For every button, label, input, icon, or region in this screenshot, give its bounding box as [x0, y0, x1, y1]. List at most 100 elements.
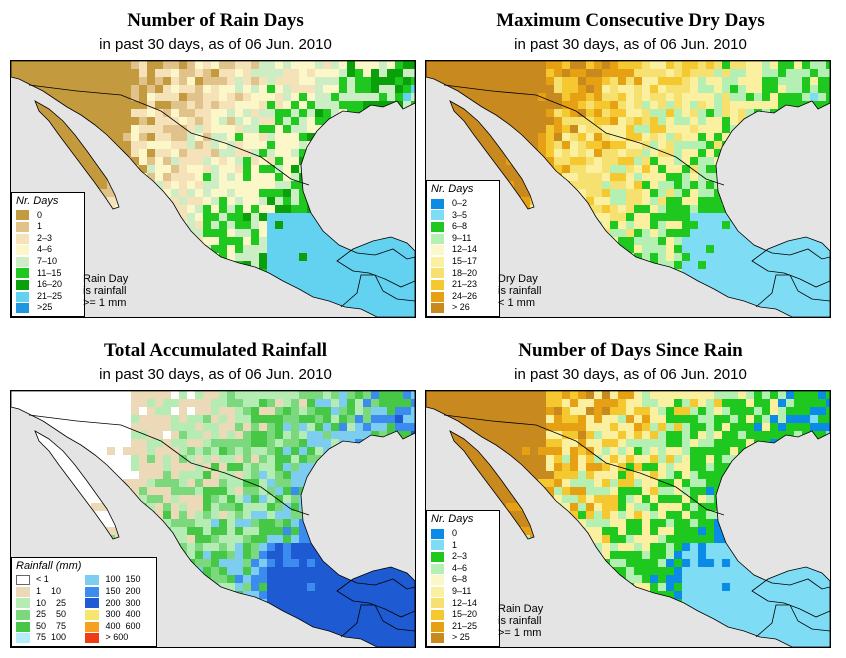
raster-cell	[163, 447, 171, 455]
raster-cell	[403, 503, 411, 511]
raster-cell	[219, 101, 227, 109]
raster-cell	[690, 101, 698, 109]
raster-cell	[27, 157, 35, 165]
raster-cell	[27, 463, 35, 471]
raster-cell	[19, 519, 27, 527]
raster-cell	[331, 431, 339, 439]
raster-cell	[315, 133, 323, 141]
raster-cell	[243, 455, 251, 463]
raster-cell	[618, 165, 626, 173]
raster-cell	[770, 261, 778, 269]
raster-cell	[195, 221, 203, 229]
raster-cell	[139, 141, 147, 149]
raster-cell	[259, 503, 267, 511]
raster-cell	[403, 69, 411, 77]
raster-cell	[355, 591, 363, 599]
raster-cell	[538, 69, 546, 77]
raster-cell	[387, 93, 395, 101]
raster-cell	[786, 237, 794, 245]
raster-cell	[395, 511, 403, 519]
raster-cell	[395, 109, 403, 117]
raster-cell	[251, 479, 259, 487]
raster-cell	[371, 293, 379, 301]
raster-cell	[706, 245, 714, 253]
raster-cell	[155, 149, 163, 157]
raster-cell	[67, 543, 75, 551]
raster-cell	[610, 117, 618, 125]
raster-cell	[243, 575, 251, 583]
raster-cell	[331, 133, 339, 141]
raster-cell	[91, 125, 99, 133]
raster-cell	[714, 261, 722, 269]
legend-swatch	[431, 245, 444, 256]
raster-cell	[107, 229, 115, 237]
raster-cell	[426, 101, 434, 109]
raster-cell	[746, 85, 754, 93]
raster-cell	[291, 181, 299, 189]
raster-cell	[395, 149, 403, 157]
raster-cell	[458, 141, 466, 149]
raster-cell	[522, 237, 530, 245]
raster-cell	[395, 591, 403, 599]
raster-cell	[706, 149, 714, 157]
raster-cell	[570, 101, 578, 109]
raster-cell	[115, 133, 123, 141]
raster-cell	[490, 157, 498, 165]
raster-cell	[307, 301, 315, 309]
raster-cell	[578, 253, 586, 261]
raster-cell	[155, 173, 163, 181]
raster-cell	[219, 269, 227, 277]
raster-cell	[371, 503, 379, 511]
raster-cell	[634, 269, 642, 277]
raster-cell	[514, 221, 522, 229]
raster-cell	[203, 213, 211, 221]
raster-cell	[27, 439, 35, 447]
raster-cell	[211, 173, 219, 181]
raster-cell	[770, 205, 778, 213]
raster-cell	[67, 133, 75, 141]
legend-label: 4–6	[37, 244, 53, 255]
legend-label: 18–20	[452, 267, 478, 278]
raster-cell	[642, 133, 650, 141]
raster-cell	[195, 245, 203, 253]
raster-cell	[411, 519, 415, 527]
legend: Nr. Days 0 1 2–3 4–6 7–10 11–15 16–20 21–25 >25	[11, 192, 85, 317]
raster-cell	[411, 141, 415, 149]
us-mexico-border	[28, 414, 310, 516]
raster-cell	[682, 221, 690, 229]
raster-cell	[594, 237, 602, 245]
raster-cell	[11, 141, 19, 149]
raster-cell	[674, 221, 682, 229]
raster-cell	[115, 415, 123, 423]
raster-cell	[395, 245, 403, 253]
raster-cell	[363, 301, 371, 309]
raster-cell	[315, 197, 323, 205]
raster-cell	[602, 197, 610, 205]
raster-cell	[323, 285, 331, 293]
raster-cell	[754, 229, 762, 237]
raster-cell	[818, 205, 826, 213]
raster-cell	[227, 391, 235, 399]
raster-cell	[778, 221, 786, 229]
raster-cell	[203, 141, 211, 149]
raster-cell	[291, 149, 299, 157]
raster-cell	[690, 269, 698, 277]
raster-cell	[802, 69, 810, 77]
raster-cell	[75, 101, 83, 109]
raster-cell	[91, 117, 99, 125]
raster-cell	[450, 133, 458, 141]
raster-cell	[155, 261, 163, 269]
raster-cell	[642, 261, 650, 269]
raster-cell	[195, 423, 203, 431]
raster-cell	[243, 639, 251, 647]
raster-cell	[235, 399, 243, 407]
panel-total-rainfall: Total Accumulated Rainfall in past 30 da…	[10, 330, 421, 648]
raster-cell	[275, 149, 283, 157]
raster-cell	[546, 277, 554, 285]
raster-cell	[219, 631, 227, 639]
raster-cell	[115, 141, 123, 149]
raster-cell	[730, 85, 738, 93]
raster-cell	[786, 269, 794, 277]
raster-cell	[275, 511, 283, 519]
raster-cell	[187, 61, 195, 69]
